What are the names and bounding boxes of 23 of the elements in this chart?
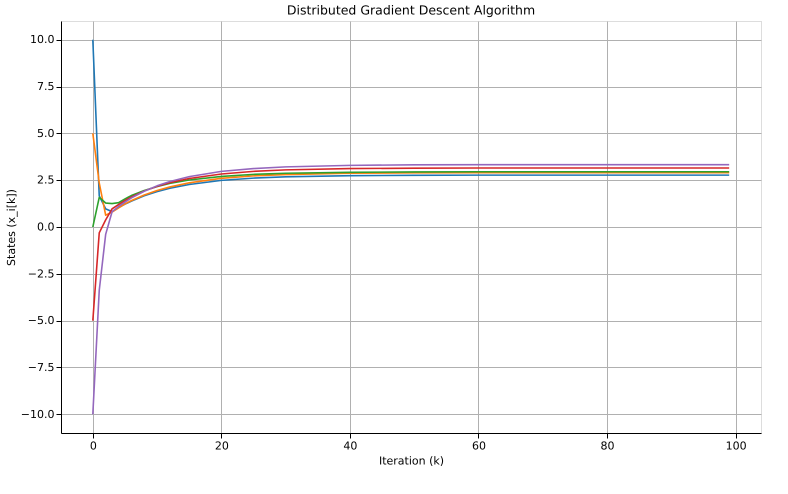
y-tick-label: 7.5: [37, 80, 54, 94]
y-tick-label: −5.0: [28, 314, 54, 328]
line-series: [92, 170, 730, 228]
line-series: [92, 38, 730, 212]
y-tick-label: 5.0: [37, 126, 54, 140]
x-tick-label: 0: [90, 440, 97, 452]
y-tick-label: 2.5: [37, 174, 54, 187]
chart-title: Distributed Gradient Descent Algorithm: [286, 2, 536, 18]
y-tick-label: 10.0: [30, 33, 54, 46]
x-tick-label: 40: [343, 440, 358, 452]
y-tick-label: −10.0: [20, 408, 54, 421]
y-tick-label: 0.0: [37, 220, 54, 234]
line-series: [92, 167, 730, 322]
line-series: [92, 164, 730, 416]
x-tick-label: 100: [726, 440, 747, 452]
x-tick-label: 60: [472, 440, 486, 452]
x-tick-label: 80: [600, 440, 615, 452]
y-tick-label: −2.5: [28, 267, 54, 280]
line-series: [92, 132, 730, 216]
x-axis-title: Iteration (k): [378, 454, 444, 468]
y-axis-title: States (x_i[k]): [4, 189, 18, 266]
y-tick-label: −7.5: [28, 360, 54, 374]
x-tick-label: 20: [214, 440, 229, 452]
